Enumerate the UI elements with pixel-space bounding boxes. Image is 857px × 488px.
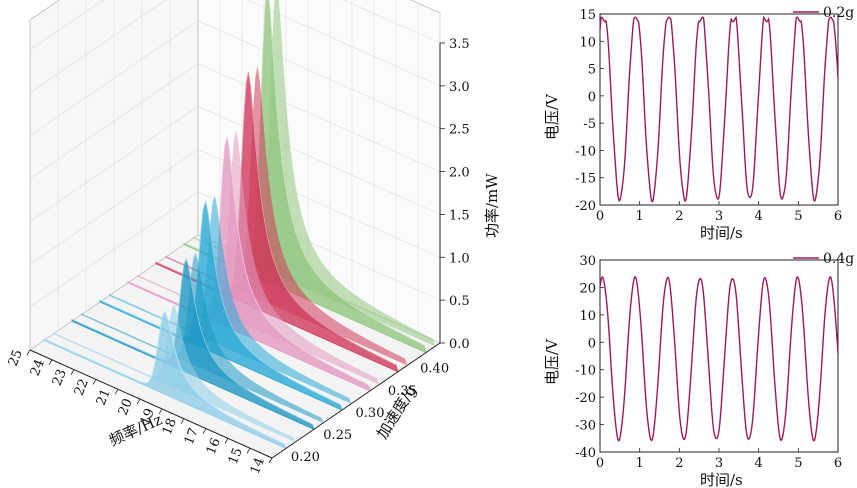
z-tick-label: 2.5: [449, 123, 470, 138]
y-tick-label: 15: [579, 8, 596, 23]
series-ridge: [99, 200, 340, 405]
x-tick-label: 6: [834, 209, 842, 224]
z-axis-label: 功率/mW: [483, 173, 501, 238]
y-axis-label: 电压/V: [543, 338, 561, 385]
x-tick: [246, 447, 251, 454]
x-axis-label: 频率/Hz: [106, 410, 165, 449]
x-tick-label: 15: [226, 446, 246, 467]
chart-series: [43, 0, 436, 450]
y-tick-label: 0.20: [291, 450, 320, 465]
x-tick-label: 20: [116, 397, 136, 418]
x-axis-label: 时间/s: [700, 471, 743, 488]
legend-label: 0.4g: [823, 251, 854, 267]
y-tick-label: 0.25: [323, 428, 352, 443]
x-tick-label: 0: [596, 209, 604, 224]
x-tick: [202, 428, 207, 434]
x-tick: [92, 379, 97, 385]
x-axis-line: [29, 349, 273, 459]
y-tick-label: 5: [588, 63, 596, 78]
y-tick-label: 0.40: [420, 362, 449, 377]
x-tick-label: 16: [204, 436, 224, 457]
x-tick-label: 2: [675, 456, 683, 471]
x-tick-label: 1: [636, 456, 644, 471]
x-axis-label: 时间/s: [700, 224, 743, 242]
y-tick-label: 0.35: [388, 384, 417, 399]
x-tick-label: 25: [6, 348, 26, 369]
series-ridge: [127, 136, 368, 385]
x-tick-label: 19: [138, 406, 158, 427]
y-tick-label: 0: [588, 336, 596, 351]
x-tick: [114, 389, 119, 395]
x-tick: [224, 438, 229, 444]
x-tick-label: 4: [755, 209, 763, 224]
x-tick-label: 18: [160, 416, 180, 437]
z-tick-label: 3.0: [449, 80, 470, 95]
y-tick-label: 30: [579, 254, 596, 269]
series-ridge: [71, 258, 312, 425]
z-tick-label: 1.5: [449, 208, 470, 223]
x-tick: [268, 457, 273, 464]
x-tick-label: 22: [72, 377, 92, 398]
x-tick-label: 1: [636, 209, 644, 224]
waterfall-3d-chart: 25 24 23 22 21 20 19 18 17 16 15 14 0.200.25 0.300.35…: [6, 0, 501, 476]
x-tick: [48, 359, 53, 366]
y-tick-label: 0: [588, 90, 596, 105]
x-tick-label: 23: [50, 367, 70, 388]
y-tick-label: 0.30: [356, 406, 385, 421]
voltage-chart-0.4g: 0 1 2 3 4 5 6 30 20 10 0 -10 -20 -30 -40 0.4g 时间/s 电压/…: [543, 251, 854, 488]
y-tick-label: -15: [575, 172, 596, 187]
y-axis-line: [271, 342, 441, 459]
x-tick-label: 3: [715, 209, 723, 224]
x-tick: [26, 349, 31, 356]
z-tick-label: 1.0: [449, 251, 470, 266]
y-tick-label: 10: [579, 309, 596, 324]
z-tick-label: 3.5: [449, 37, 470, 52]
z-tick-label: 0.5: [449, 294, 470, 309]
z-tick-label: 0.0: [449, 337, 470, 352]
x-tick: [158, 408, 163, 415]
y-tick-label: -10: [575, 144, 596, 159]
plot-frame: [599, 13, 839, 206]
x-tick-label: 2: [675, 209, 683, 224]
chart-axes: 25 24 23 22 21 20 19 18 17 16 15 14 0.200.25 0.300.35…: [6, 37, 470, 476]
x-tick: [180, 418, 185, 424]
y-tick-label: -40: [575, 446, 596, 461]
legend-label: 0.2g: [823, 5, 854, 21]
series-ribbon-back: [109, 195, 352, 404]
x-tick-label: 3: [715, 456, 723, 471]
voltage-series-0.2g: [599, 15, 839, 203]
y-tick-label: -20: [575, 391, 596, 406]
z-tick-label: 2.0: [449, 166, 470, 181]
x-tick-label: 4: [755, 456, 763, 471]
y-tick-label: 20: [579, 281, 596, 296]
x-tick-label: 24: [28, 357, 48, 378]
x-tick: [70, 369, 75, 375]
series-ridge: [43, 310, 284, 445]
x-tick-label: 21: [94, 387, 114, 408]
y-tick-label: -20: [575, 199, 596, 214]
x-tick-label: 17: [182, 426, 202, 447]
y-axis-label: 电压/V: [543, 93, 561, 140]
x-tick-label: 14: [248, 456, 268, 477]
voltage-series-0.4g: [599, 276, 839, 442]
y-tick-label: -10: [575, 364, 596, 379]
y-tick-label: -5: [583, 117, 596, 132]
voltage-chart-0.2g: 0 1 2 3 4 5 6 15 10 5 0 -5 -10 -15 -20 0.2g 时间/s 电压/V: [543, 5, 854, 242]
y-tick-label: -30: [575, 419, 596, 434]
x-tick-label: 6: [834, 456, 842, 471]
plot-frame: [599, 259, 839, 453]
x-tick-label: 5: [794, 456, 802, 471]
x-tick: [136, 398, 141, 405]
x-tick-label: 5: [794, 209, 802, 224]
x-tick-label: 0: [596, 456, 604, 471]
y-tick-label: 10: [579, 35, 596, 50]
